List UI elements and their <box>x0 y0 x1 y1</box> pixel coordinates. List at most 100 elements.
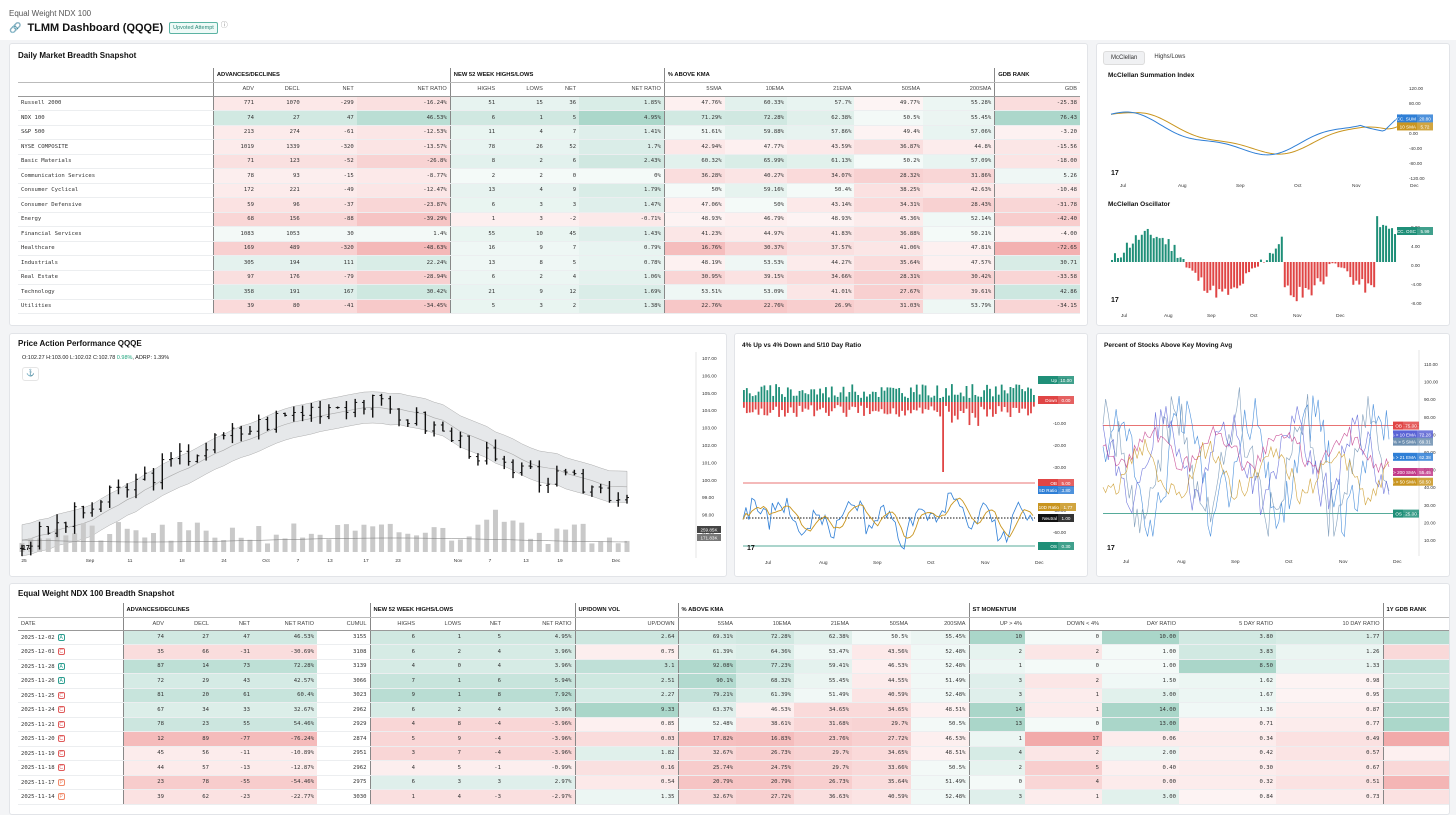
table-cell: 3066 <box>317 673 371 689</box>
column-header[interactable]: 5 DAY RATIO <box>1179 617 1277 631</box>
table-row[interactable]: 2025-11-25 C 81 20 61 60.4% 3023 9 1 8 7.92% 2.27 79… <box>18 688 1449 703</box>
price-chart[interactable]: 107.00 106.00 105.00 104.00 103.00 102.00 101.… <box>10 352 726 577</box>
column-header[interactable]: 10EMA <box>736 617 795 631</box>
table-row[interactable]: NYSE COMPOSITE 1019 1339 -320 -13.57% 78 26 52 1… <box>18 139 1080 155</box>
legend-tag: % > 200 SMA 55.45 <box>1388 468 1433 477</box>
column-header[interactable]: NET RATIO <box>504 617 576 631</box>
column-header[interactable]: NET <box>545 82 580 97</box>
table-row[interactable]: 2025-11-19 C 45 56 -11 -10.89% 2951 3 7 -4 -3.96% 1… <box>18 746 1449 761</box>
column-header[interactable]: ADV <box>212 82 257 97</box>
column-header[interactable]: 21EMA <box>794 617 853 631</box>
status-badge[interactable]: Upvoted Attempt <box>169 22 218 34</box>
column-header[interactable]: 5SMA <box>663 82 725 97</box>
column-header[interactable]: HIGHS <box>369 617 419 631</box>
table-row[interactable]: Consumer Defensive 59 96 -37 -23.87% 6 3 3 1.47%… <box>18 197 1080 213</box>
table-cell: 1.38% <box>579 299 665 314</box>
table-cell: 358 <box>212 284 257 300</box>
tab-mcclellan[interactable]: McClellan <box>1103 51 1146 65</box>
column-header[interactable]: 50SMA <box>854 82 924 97</box>
column-header[interactable]: 21EMA <box>786 82 855 97</box>
column-header[interactable]: 200SMA <box>923 82 995 97</box>
table-row[interactable]: 2025-11-28 A 87 14 73 72.28% 3139 4 0 4 3.96% 3.1 92… <box>18 659 1449 674</box>
column-header[interactable]: NET <box>212 617 253 631</box>
table-row[interactable]: Technology 358 191 167 30.42% 21 9 12 1.69% 53.51… <box>18 284 1080 300</box>
column-header[interactable]: HIGHS <box>449 82 499 97</box>
table-row[interactable]: 2025-12-02 A 74 27 47 46.53% 3155 6 1 5 4.95% 2.64 6… <box>18 630 1449 645</box>
table-row[interactable]: 2025-11-21 C 78 23 55 54.46% 2929 4 8 -4 -3.96% 0.8… <box>18 717 1449 732</box>
link-icon[interactable]: 🔗 <box>9 22 22 34</box>
column-header[interactable]: NET RATIO <box>579 82 665 97</box>
column-header[interactable]: GDB <box>994 82 1080 97</box>
table-cell: 92.08% <box>677 659 737 674</box>
oscillator-chart[interactable]: 8.004.000.00-4.00-8.00JulAugSepOctNovDec… <box>1097 209 1449 321</box>
table-row[interactable]: Communication Services 78 93 -15 -8.77% 2 2 0 0%… <box>18 168 1080 184</box>
column-header[interactable]: LOWS <box>418 617 465 631</box>
column-header[interactable]: DECL <box>167 617 212 631</box>
table-row[interactable]: 2025-11-20 C 12 89 -77 -76.24% 2874 5 9 -4 -3.96% 0… <box>18 731 1449 747</box>
ratio-chart[interactable]: +10.00-10.00-20.00-30.00-40.00-50.00-60.… <box>735 350 1087 576</box>
tradingview-logo: 17 <box>1111 297 1119 304</box>
table-row[interactable]: Basic Materials 71 123 -52 -26.8% 8 2 6 2.43% 60.… <box>18 153 1080 169</box>
table-cell: 35.64% <box>854 255 924 271</box>
down-bar <box>871 402 874 412</box>
column-header[interactable]: GDB <box>1382 617 1449 631</box>
table-row[interactable]: 2025-11-26 A 72 29 43 42.57% 3066 7 1 6 5.94% 2.51 9… <box>18 673 1449 689</box>
column-header[interactable]: DECL <box>256 82 303 97</box>
table-row[interactable]: Consumer Cyclical 172 221 -49 -12.47% 13 4 9 1.7… <box>18 183 1080 198</box>
column-header[interactable]: 50SMA <box>852 617 912 631</box>
table-row[interactable]: Utilities 39 80 -41 -34.45% 5 3 2 1.38% 22.76% 22.… <box>18 299 1080 314</box>
table-row[interactable]: 2025-12-01 C 35 66 -31 -30.69% 3108 6 2 4 3.96% 0.7… <box>18 644 1449 660</box>
volume-bar <box>45 538 51 552</box>
column-header[interactable]: NET <box>302 82 357 97</box>
table-row[interactable]: 2025-11-24 C 67 34 33 32.67% 2962 6 2 4 3.96% 9.33 6… <box>18 702 1449 718</box>
column-header[interactable]: NET RATIO <box>253 617 317 631</box>
tab-highs-lows[interactable]: Highs/Lows <box>1154 54 1186 60</box>
info-icon[interactable]: ⓘ <box>220 22 228 29</box>
table-row[interactable]: NDX 100 74 27 47 46.53% 6 1 5 4.95% 71.29% 72.28% 6… <box>18 110 1080 126</box>
column-header[interactable]: NET RATIO <box>356 82 451 97</box>
osc-bar <box>1251 262 1254 269</box>
table-row[interactable]: Russell 2000 771 1070 -299 -16.24% 51 15 36 1.85… <box>18 96 1080 111</box>
table-cell: 60.33% <box>724 96 787 111</box>
column-header[interactable]: 5SMA <box>677 617 737 631</box>
column-header[interactable]: UP > 4% <box>968 617 1026 631</box>
table-row[interactable]: 2025-11-17 P 23 78 -55 -54.46% 2975 6 3 3 2.97% 0.5… <box>18 775 1449 790</box>
column-header[interactable]: DATE <box>18 617 123 631</box>
table-cell: 46.53% <box>736 702 795 718</box>
table-row[interactable]: Industrials 305 194 111 22.24% 13 8 5 0.78% 48.19… <box>18 255 1080 271</box>
up-bar <box>901 393 903 402</box>
table-row[interactable]: S&P 500 213 274 -61 -12.53% 11 4 7 1.41% 51.61% 59… <box>18 125 1080 140</box>
osc-bar <box>1197 262 1200 281</box>
down-bar <box>1012 402 1015 408</box>
table-row[interactable]: Real Estate 97 176 -79 -28.94% 6 2 4 1.06% 30.95%… <box>18 270 1080 285</box>
column-header[interactable]: 10EMA <box>724 82 787 97</box>
column-header[interactable]: NET <box>464 617 505 631</box>
table-cell: 22.76% <box>724 299 787 314</box>
volume-bar <box>528 538 534 552</box>
table-cell: 2.43% <box>579 153 665 169</box>
down-day-icon: C <box>57 764 65 772</box>
table-cell: -22.77% <box>253 789 317 805</box>
column-header[interactable]: 200SMA <box>911 617 970 631</box>
kma-chart[interactable]: 110.00100.0090.0080.0070.0060.0050.0040.… <box>1097 350 1449 576</box>
summation-chart[interactable]: 120.0080.0040.000.00-40.00-80.00-120.00J… <box>1097 80 1449 190</box>
table-cell: -42.40 <box>994 212 1080 227</box>
y-tick-label: 60.00 <box>1424 450 1436 455</box>
column-header[interactable]: LOWS <box>498 82 546 97</box>
table-row[interactable]: Healthcare 169 489 -320 -48.63% 16 9 7 0.79% 16.7… <box>18 241 1080 256</box>
table-row[interactable]: Financial Services 1083 1053 30 1.4% 55 10 45 1.… <box>18 226 1080 242</box>
column-header[interactable]: ADV <box>122 617 167 631</box>
column-header[interactable]: CUMUL <box>317 617 371 631</box>
legend-tag-bg <box>1038 503 1060 511</box>
column-header[interactable]: UP/DOWN <box>574 617 679 631</box>
tradingview-logo: 17 <box>22 545 30 552</box>
column-header[interactable]: DAY RATIO <box>1102 617 1180 631</box>
anchor-icon[interactable]: ⚓ <box>22 367 39 381</box>
column-header[interactable]: DOWN < 4% <box>1025 617 1103 631</box>
column-header[interactable]: 10 DAY RATIO <box>1276 617 1384 631</box>
table-row[interactable]: 2025-11-18 C 44 57 -13 -12.87% 2962 4 5 -1 -0.99% 0… <box>18 760 1449 776</box>
table-cell: -10.48 <box>994 183 1080 198</box>
table-row[interactable]: 2025-11-14 P 39 62 -23 -22.77% 3030 1 4 -3 -2.97% 1… <box>18 789 1449 805</box>
legend-value-bg <box>1058 542 1074 550</box>
table-row[interactable]: Energy 68 156 -88 -39.29% 1 3 -2 -0.71% 48.93% 46.… <box>18 212 1080 227</box>
